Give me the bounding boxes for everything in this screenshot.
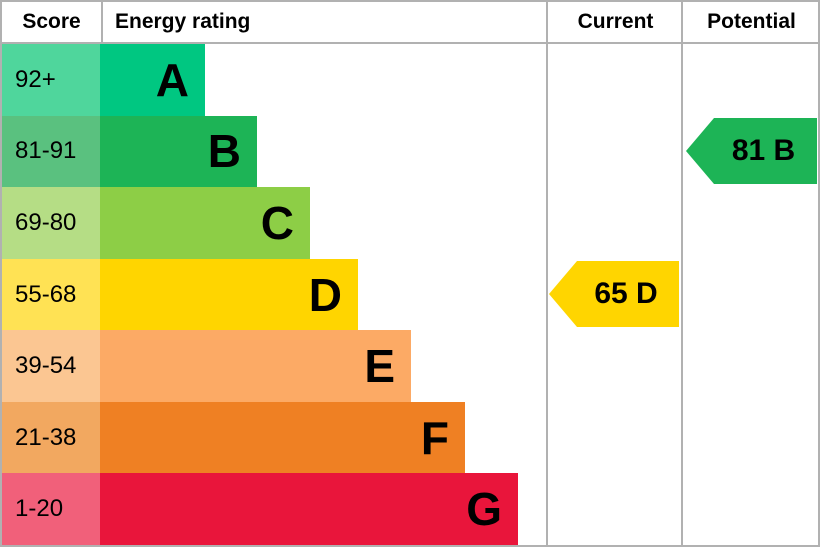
band-row-e: 39-54 E [2, 330, 818, 402]
score-cell: 39-54 [2, 330, 100, 402]
header-potential: Potential [707, 10, 796, 33]
rating-bar: C [100, 187, 310, 259]
band-row-b: 81-91 B [2, 115, 818, 188]
score-range-label: 1-20 [15, 495, 64, 523]
band-row-g: 1-20 G [2, 473, 818, 545]
score-cell: 1-20 [2, 473, 100, 545]
band-letter: F [420, 411, 449, 464]
chart-header: Score Energy rating Current Potential [2, 2, 818, 44]
rating-bar: D [100, 258, 358, 331]
score-cell: 92+ [2, 44, 100, 116]
score-cell: 21-38 [2, 401, 100, 474]
current-rating-arrow: 65 D [549, 261, 679, 327]
band-letter: A [155, 53, 189, 106]
score-range-label: 81-91 [15, 137, 77, 165]
current-rating-value: 65 D [594, 277, 658, 310]
band-row-c: 69-80 C [2, 187, 818, 259]
band-letter: C [260, 196, 294, 249]
rating-bar: G [100, 473, 518, 545]
score-range-label: 69-80 [15, 208, 77, 236]
score-cell: 69-80 [2, 187, 100, 259]
header-score: Score [2, 2, 103, 42]
rating-bar: B [100, 115, 257, 188]
band-row-f: 21-38 F [2, 401, 818, 474]
potential-rating-value: 81 B [731, 134, 796, 167]
rating-bar: E [100, 330, 411, 402]
column-divider-current-potential [681, 2, 683, 545]
band-rows: 92+ A 81-91 B 69-80 C 55-68 D 39-54 E 21… [2, 44, 818, 545]
column-divider-rating-current [546, 2, 548, 545]
score-cell: 81-91 [2, 115, 100, 188]
score-range-label: 55-68 [15, 280, 77, 308]
band-letter: B [207, 125, 241, 178]
score-range-label: 39-54 [15, 352, 77, 380]
rating-bar: A [100, 44, 205, 116]
band-letter: E [364, 340, 395, 393]
band-row-d: 55-68 D [2, 258, 818, 331]
score-cell: 55-68 [2, 258, 100, 331]
header-current: Current [577, 10, 654, 33]
score-range-label: 21-38 [15, 423, 77, 451]
band-row-a: 92+ A [2, 44, 818, 116]
band-letter: G [466, 483, 502, 536]
band-letter: D [308, 268, 342, 321]
rating-bar: F [100, 401, 465, 474]
potential-rating-arrow: 81 B [686, 118, 817, 184]
score-range-label: 92+ [15, 65, 56, 93]
header-energy-rating: Energy rating [115, 10, 251, 33]
